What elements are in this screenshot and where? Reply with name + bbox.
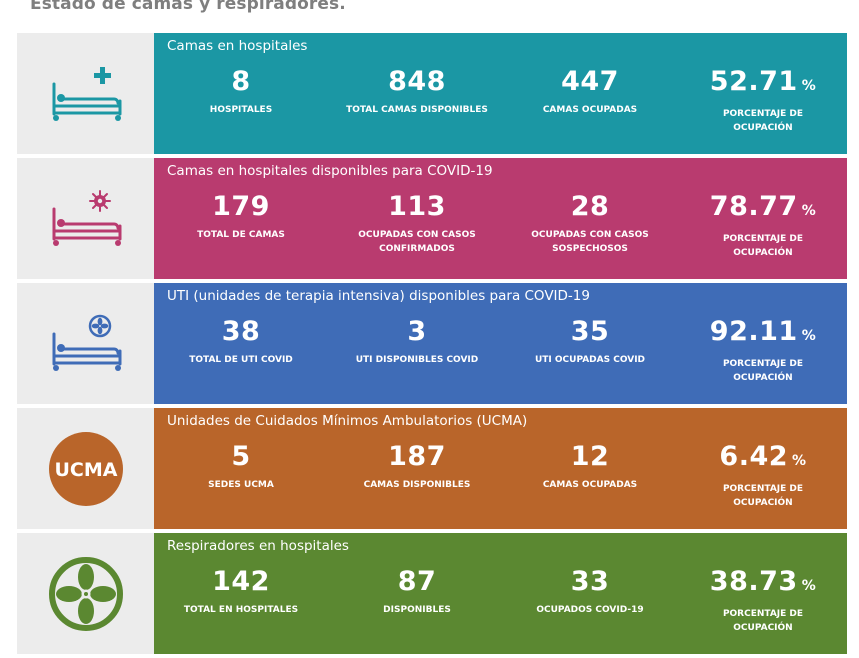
stat-value-row: 52.71% bbox=[673, 63, 853, 105]
stat-label: HOSPITALES bbox=[209, 105, 273, 115]
stat-label: TOTAL DE UTI COVID bbox=[189, 355, 293, 365]
stats-area: Camas en hospitales disponibles para COV… bbox=[154, 158, 847, 279]
stat-value: 33 bbox=[570, 566, 610, 597]
section-respirators: Respiradores en hospitales 142 TOTAL EN … bbox=[17, 533, 847, 654]
stat-value-row: 78.77% bbox=[673, 188, 853, 230]
stat-camas-disponibles: 187 CAMAS DISPONIBLES bbox=[327, 438, 507, 492]
stat-ocupadas-confirmados: 113 OCUPADAS CON CASOS CONFIRMADOS bbox=[327, 188, 507, 256]
stat-hospitales: 8 HOSPITALES bbox=[151, 63, 331, 117]
stat-total-uti-covid: 38 TOTAL DE UTI COVID bbox=[151, 313, 331, 367]
stats-area: Respiradores en hospitales 142 TOTAL EN … bbox=[154, 533, 847, 654]
section-covid-beds: Camas en hospitales disponibles para COV… bbox=[17, 158, 847, 279]
stat-value: 12 bbox=[570, 441, 610, 472]
stat-unit: % bbox=[801, 203, 817, 219]
stat-unit: % bbox=[801, 328, 817, 344]
stat-label: CAMAS OCUPADAS bbox=[542, 105, 638, 115]
stat-ocupadas-sospechosos: 28 OCUPADAS CON CASOS SOSPECHOSOS bbox=[500, 188, 680, 256]
stat-unit: % bbox=[801, 578, 817, 594]
stat-label: UTI OCUPADAS COVID bbox=[534, 355, 646, 365]
section-icon-box bbox=[17, 283, 154, 404]
stat-label: TOTAL EN HOSPITALES bbox=[183, 605, 299, 615]
stat-unit: % bbox=[792, 453, 807, 469]
stat-value: 28 bbox=[570, 191, 610, 222]
stat-label: PORCENTAJE DE OCUPACIÓN bbox=[722, 609, 804, 633]
respirator-fan-icon bbox=[48, 556, 123, 631]
stat-value: 35 bbox=[570, 316, 610, 347]
stat-unit: % bbox=[801, 78, 817, 94]
stat-label: CAMAS OCUPADAS bbox=[542, 480, 638, 490]
stat-label: CAMAS DISPONIBLES bbox=[363, 480, 471, 490]
hospital-bed-plus-icon bbox=[52, 66, 121, 121]
stat-ocupados-covid: 33 OCUPADOS COVID-19 bbox=[500, 563, 680, 617]
stat-label: TOTAL CAMAS DISPONIBLES bbox=[346, 105, 488, 115]
section-icon-box bbox=[17, 33, 154, 154]
section-ucma: UCMA Unidades de Cuidados Mínimos Ambula… bbox=[17, 408, 847, 529]
stat-label: UTI DISPONIBLES COVID bbox=[355, 355, 479, 365]
section-title: Respiradores en hospitales bbox=[167, 538, 349, 554]
hospital-bed-fan-icon bbox=[52, 314, 121, 371]
section-hospital-beds: Camas en hospitales 8 HOSPITALES 848 TOT… bbox=[17, 33, 847, 154]
section-icon-box bbox=[17, 533, 154, 654]
stat-camas-ocupadas: 12 CAMAS OCUPADAS bbox=[500, 438, 680, 492]
stat-value: 6.42 bbox=[719, 441, 789, 472]
stat-value-row: 92.11% bbox=[673, 313, 853, 355]
stat-label: PORCENTAJE DE OCUPACIÓN bbox=[722, 359, 804, 383]
section-title: Unidades de Cuidados Mínimos Ambulatorio… bbox=[167, 413, 528, 429]
stat-value: 38 bbox=[221, 316, 261, 347]
stat-uti-disponibles-covid: 3 UTI DISPONIBLES COVID bbox=[327, 313, 507, 367]
stat-value: 5 bbox=[231, 441, 251, 472]
stat-value: 187 bbox=[388, 441, 446, 472]
stat-sedes-ucma: 5 SEDES UCMA bbox=[151, 438, 331, 492]
stat-label: OCUPADAS CON CASOS SOSPECHOSOS bbox=[531, 230, 649, 254]
stat-disponibles: 87 DISPONIBLES bbox=[327, 563, 507, 617]
stat-label: OCUPADOS COVID-19 bbox=[536, 605, 644, 615]
stat-value: 78.77 bbox=[709, 191, 798, 222]
stat-value: 142 bbox=[212, 566, 270, 597]
stat-porcentaje-ocupacion: 92.11% PORCENTAJE DE OCUPACIÓN bbox=[673, 313, 853, 385]
stat-value: 447 bbox=[561, 66, 619, 97]
stat-total-camas-disponibles: 848 TOTAL CAMAS DISPONIBLES bbox=[327, 63, 507, 117]
stat-label: PORCENTAJE DE OCUPACIÓN bbox=[722, 109, 804, 133]
stat-porcentaje-ocupacion: 38.73% PORCENTAJE DE OCUPACIÓN bbox=[673, 563, 853, 635]
stat-porcentaje-ocupacion: 6.42% PORCENTAJE DE OCUPACIÓN bbox=[673, 438, 853, 510]
stat-value: 8 bbox=[231, 66, 251, 97]
stat-label: PORCENTAJE DE OCUPACIÓN bbox=[722, 234, 804, 258]
ucma-badge-text: UCMA bbox=[54, 459, 117, 481]
stat-value: 87 bbox=[397, 566, 437, 597]
stat-value: 3 bbox=[407, 316, 427, 347]
stat-uti-ocupadas-covid: 35 UTI OCUPADAS COVID bbox=[500, 313, 680, 367]
section-title: Camas en hospitales disponibles para COV… bbox=[167, 163, 493, 179]
stat-value: 52.71 bbox=[709, 66, 798, 97]
stat-value: 179 bbox=[212, 191, 270, 222]
stat-value: 848 bbox=[388, 66, 446, 97]
section-icon-box: UCMA bbox=[17, 408, 154, 529]
stat-total-en-hospitales: 142 TOTAL EN HOSPITALES bbox=[151, 563, 331, 617]
page-title: Estado de camas y respiradores. bbox=[30, 0, 346, 14]
stat-label: SEDES UCMA bbox=[208, 480, 274, 490]
section-title: UTI (unidades de terapia intensiva) disp… bbox=[167, 288, 590, 304]
stats-area: Camas en hospitales 8 HOSPITALES 848 TOT… bbox=[154, 33, 847, 154]
stat-total-camas: 179 TOTAL DE CAMAS bbox=[151, 188, 331, 242]
stat-value-row: 6.42% bbox=[673, 438, 853, 480]
stat-porcentaje-ocupacion: 52.71% PORCENTAJE DE OCUPACIÓN bbox=[673, 63, 853, 135]
stat-label: PORCENTAJE DE OCUPACIÓN bbox=[722, 484, 804, 508]
stat-value: 113 bbox=[388, 191, 446, 222]
stat-camas-ocupadas: 447 CAMAS OCUPADAS bbox=[500, 63, 680, 117]
stat-value-row: 38.73% bbox=[673, 563, 853, 605]
stat-label: DISPONIBLES bbox=[383, 605, 451, 615]
stat-porcentaje-ocupacion: 78.77% PORCENTAJE DE OCUPACIÓN bbox=[673, 188, 853, 260]
ucma-badge-icon: UCMA bbox=[48, 431, 123, 506]
stat-label: TOTAL DE CAMAS bbox=[197, 230, 285, 240]
stat-value: 38.73 bbox=[709, 566, 798, 597]
section-icon-box bbox=[17, 158, 154, 279]
section-uti: UTI (unidades de terapia intensiva) disp… bbox=[17, 283, 847, 404]
stat-value: 92.11 bbox=[709, 316, 798, 347]
section-title: Camas en hospitales bbox=[167, 38, 308, 54]
hospital-bed-virus-icon bbox=[52, 189, 121, 246]
stats-area: UTI (unidades de terapia intensiva) disp… bbox=[154, 283, 847, 404]
stat-label: OCUPADAS CON CASOS CONFIRMADOS bbox=[358, 230, 476, 254]
stats-area: Unidades de Cuidados Mínimos Ambulatorio… bbox=[154, 408, 847, 529]
